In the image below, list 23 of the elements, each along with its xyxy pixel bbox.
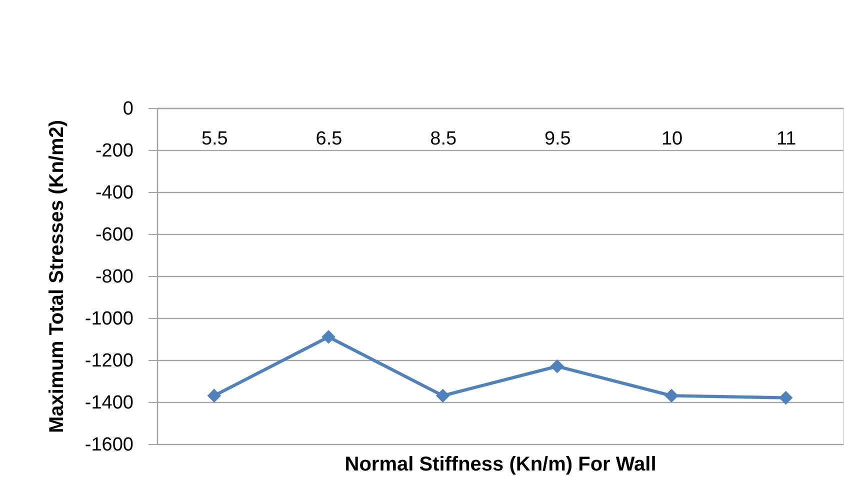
x-tick-label: 8.5	[430, 128, 457, 150]
y-tick-label: -1200	[84, 350, 134, 372]
y-tick-label: -600	[95, 224, 134, 246]
point	[778, 390, 793, 405]
y-tick-label: -400	[95, 182, 134, 204]
point	[664, 388, 678, 403]
y-tick-label: -800	[95, 266, 134, 288]
point	[322, 330, 336, 344]
x-axis-title: Normal Stiffness (Kn/m) For Wall	[344, 454, 656, 476]
y-tick-label: -1000	[84, 308, 134, 330]
x-tick-label: 9.5	[544, 128, 571, 150]
y-tick-label: -200	[95, 140, 134, 162]
y-tick-label: 0	[122, 98, 134, 120]
point	[550, 359, 564, 374]
y-tick-label: -1400	[84, 392, 134, 414]
x-tick-label: 6.5	[316, 128, 342, 150]
x-tick-label: 11	[776, 128, 796, 150]
x-tick-label: 5.5	[201, 128, 228, 150]
y-axis-title: Maximum Total Stresses (Kn/m2)	[46, 120, 68, 434]
x-tick-label: 10	[661, 128, 683, 150]
point	[436, 388, 450, 403]
point	[207, 388, 222, 403]
y-tick-label: -1600	[84, 434, 134, 456]
